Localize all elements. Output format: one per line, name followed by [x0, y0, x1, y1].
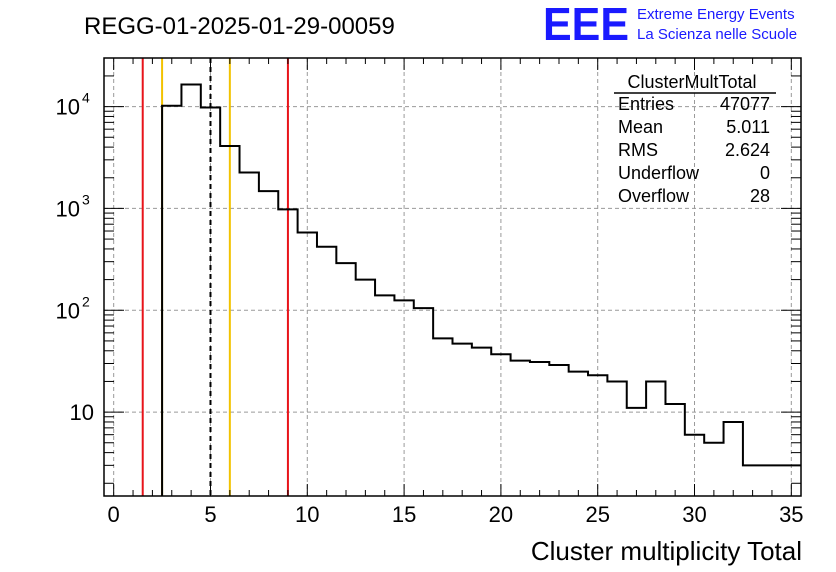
histogram-bin: [375, 295, 394, 496]
histogram-bin: [549, 365, 568, 496]
histogram-bin: [298, 233, 317, 496]
histogram-bin: [569, 372, 588, 496]
y-tick-label: 10 2: [56, 293, 90, 323]
histogram-bin: [588, 375, 607, 496]
histogram-bins: [161, 83, 801, 496]
histogram-bin: [278, 209, 297, 496]
stats-label: RMS: [618, 140, 658, 160]
stats-value: 47077: [720, 94, 770, 114]
histogram-bin: [646, 381, 665, 496]
y-tick-base: 10: [56, 95, 80, 120]
x-tick-label: 35: [779, 502, 803, 527]
x-tick-labels: 0 5 10 15 20 25 30 35: [108, 502, 804, 527]
histogram-outline: [161, 83, 801, 496]
histogram-bin: [240, 173, 259, 496]
y-tick-base: 10: [56, 196, 80, 221]
stats-label: Mean: [618, 117, 663, 137]
y-tick-base: 10: [70, 400, 94, 425]
x-tick-label: 25: [585, 502, 609, 527]
plot-frame: [103, 57, 802, 497]
histogram-bin: [201, 107, 220, 496]
x-tick-label: 0: [108, 502, 120, 527]
stats-title: ClusterMultTotal: [627, 72, 756, 92]
chart-title: REGG-01-2025-01-29-00059: [84, 13, 395, 40]
stats-row: RMS 2.624: [618, 140, 770, 160]
stats-box: ClusterMultTotal Entries 47077 Mean 5.011 RM…: [614, 72, 776, 206]
eee-logo: EEE: [543, 0, 629, 50]
x-axis-label: Cluster multiplicity Total: [531, 536, 802, 566]
y-tick-base: 10: [56, 298, 80, 323]
stats-rows: Entries 47077 Mean 5.011 RMS 2.624 Underflow 0 O…: [618, 94, 770, 206]
stats-row: Entries 47077: [618, 94, 770, 114]
histogram-bin: [394, 300, 413, 496]
histogram-bin: [317, 247, 336, 496]
stats-label: Entries: [618, 94, 674, 114]
histogram-bin: [665, 404, 684, 496]
x-tick-label: 15: [392, 502, 416, 527]
histogram-bin: [491, 354, 510, 496]
brand-line-1: Extreme Energy Events: [637, 6, 795, 23]
x-tick-label: 10: [295, 502, 319, 527]
stats-value: 28: [750, 186, 770, 206]
y-tick-label: 10 4: [56, 90, 90, 120]
histogram-bin: [259, 191, 278, 496]
histogram-bin: [627, 408, 646, 496]
histogram-bin: [472, 348, 491, 496]
histogram-bin: [162, 106, 181, 496]
histogram-bin: [704, 443, 723, 496]
histogram-bin: [607, 381, 626, 496]
y-tick-exponent: 3: [82, 191, 90, 207]
histogram-bin: [181, 84, 200, 496]
x-tick-label: 30: [682, 502, 706, 527]
x-tick-label: 5: [204, 502, 216, 527]
stats-value: 2.624: [725, 140, 770, 160]
histogram-bin: [453, 344, 472, 496]
histogram-bin: [511, 361, 530, 496]
stats-row: Underflow 0: [618, 163, 770, 183]
histogram-bin: [530, 362, 549, 496]
stats-row: Mean 5.011: [618, 117, 770, 137]
axis-ticks: [104, 57, 801, 496]
histogram-bin: [220, 146, 239, 496]
stats-value: 5.011: [726, 117, 770, 137]
stats-value: 0: [760, 163, 770, 183]
stats-row: Overflow 28: [618, 186, 770, 206]
stats-label: Underflow: [618, 163, 700, 183]
stats-label: Overflow: [618, 186, 690, 206]
brand-line-2: La Scienza nelle Scuole: [637, 26, 797, 43]
y-tick-label: 10 3: [56, 191, 90, 221]
histogram-bin: [724, 422, 743, 496]
histogram-bin: [356, 280, 375, 496]
histogram-bin: [433, 338, 452, 496]
y-tick-label: 10: [70, 400, 94, 425]
y-tick-exponent: 4: [82, 90, 90, 106]
x-tick-label: 20: [489, 502, 513, 527]
histogram-bin: [336, 263, 355, 496]
y-tick-exponent: 2: [82, 293, 90, 309]
histogram-bin: [414, 308, 433, 496]
